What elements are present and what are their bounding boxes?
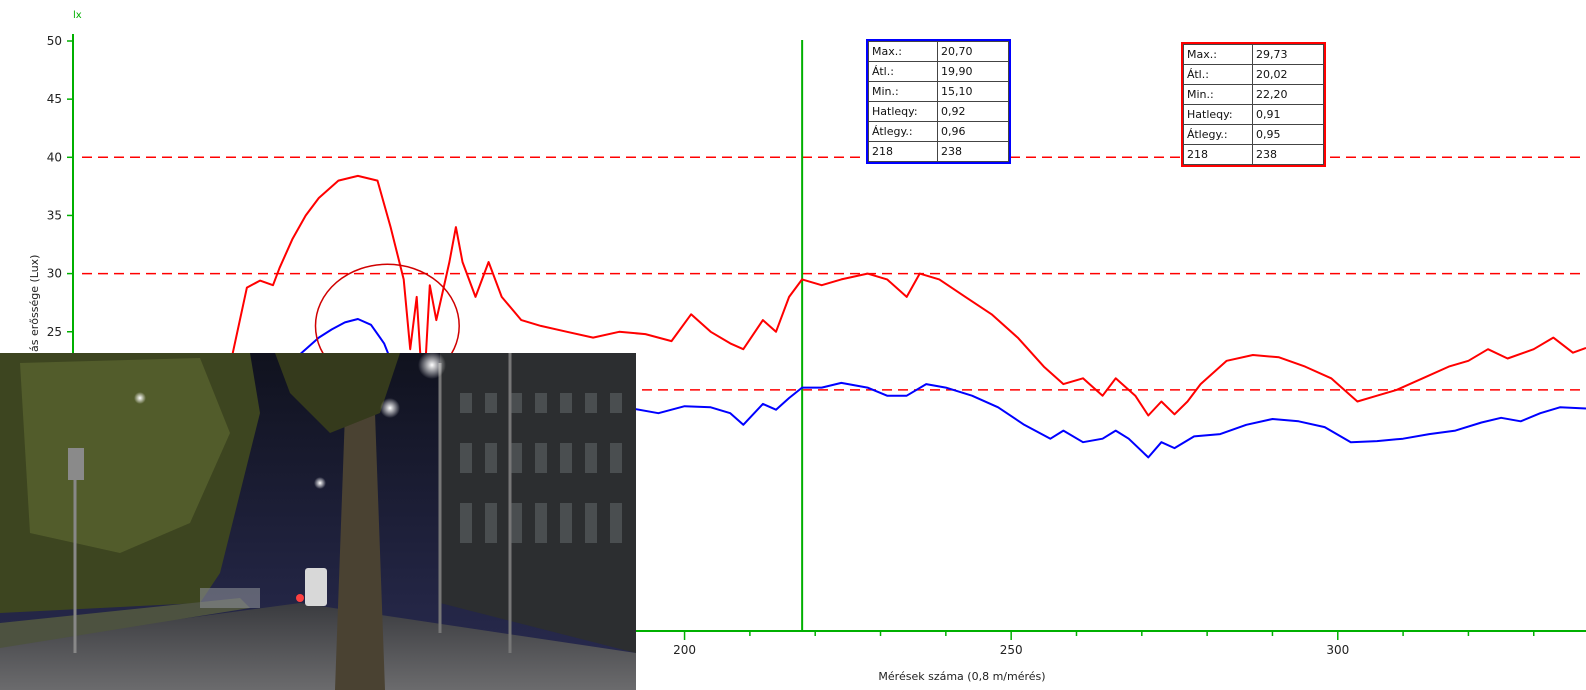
stats-row: Max.: 29,73	[1183, 44, 1324, 65]
photo-vehicle	[305, 568, 327, 606]
stats-value: 238	[937, 141, 1009, 162]
stats-row: Átlegy.: 0,96	[868, 121, 1009, 142]
y-tick-label: 50	[47, 34, 62, 48]
photo-sign	[68, 448, 84, 480]
stats-row: Hatleqy: 0,92	[868, 101, 1009, 122]
stats-key: Átl.:	[868, 61, 938, 82]
stats-key: Átlegy.:	[868, 121, 938, 142]
stats-row: Átl.: 19,90	[868, 61, 1009, 82]
street-photo	[0, 353, 636, 690]
stats-value: 19,90	[937, 61, 1009, 82]
photo-road	[0, 603, 636, 690]
stats-row: Max.: 20,70	[868, 41, 1009, 62]
stats-key: 218	[868, 141, 938, 162]
stats-key: Átl.:	[1183, 64, 1253, 85]
stats-value: 20,02	[1252, 64, 1324, 85]
stats-key: Hatleqy:	[868, 101, 938, 122]
stats-key: Hatleqy:	[1183, 104, 1253, 125]
stats-value: 29,73	[1252, 44, 1324, 65]
photo-building-windows	[460, 393, 622, 543]
stats-key: Átlegy.:	[1183, 124, 1253, 145]
stats-table-red: Max.: 29,73 Átl.: 20,02 Min.: 22,20 Hatleqy: 0,…	[1183, 44, 1324, 165]
y-tick-label: 40	[47, 150, 62, 164]
stats-row: Min.: 15,10	[868, 81, 1009, 102]
stats-value: 238	[1252, 144, 1324, 165]
stats-value: 15,10	[937, 81, 1009, 102]
photo-streetlight-4	[314, 477, 326, 489]
stats-value: 0,96	[937, 121, 1009, 142]
stats-row: Hatleqy: 0,91	[1183, 104, 1324, 125]
stats-row: Min.: 22,20	[1183, 84, 1324, 105]
x-axis-title: Mérések száma (0,8 m/mérés)	[878, 670, 1045, 683]
series-line-blue	[63, 318, 1586, 459]
stats-value: 22,20	[1252, 84, 1324, 105]
series-layer	[63, 174, 1586, 459]
stats-value: 20,70	[937, 41, 1009, 62]
stats-key: 218	[1183, 144, 1253, 165]
y-tick-label: 45	[47, 92, 62, 106]
photo-sidewalk	[0, 598, 250, 648]
photo-tree-trunk	[335, 413, 385, 690]
y-axis-unit-label: lx	[73, 10, 82, 21]
stats-key: Min.:	[1183, 84, 1253, 105]
y-tick-label: 35	[47, 208, 62, 222]
stats-row: 218 238	[1183, 144, 1324, 165]
stats-row: Átlegy.: 0,95	[1183, 124, 1324, 145]
stats-key: Max.:	[1183, 44, 1253, 65]
x-tick-label: 200	[673, 643, 696, 657]
stats-box-blue: Max.: 20,70 Átl.: 19,90 Min.: 15,10 Hatleqy: 0,…	[866, 39, 1011, 164]
photo-streetlight-3	[134, 392, 146, 404]
reference-lines	[82, 156, 1586, 391]
photo-taillight	[296, 594, 304, 602]
stats-value: 0,92	[937, 101, 1009, 122]
y-tick-label: 25	[47, 325, 62, 339]
stats-key: Min.:	[868, 81, 938, 102]
stats-box-red: Max.: 29,73 Átl.: 20,02 Min.: 22,20 Hatleqy: 0,…	[1181, 42, 1326, 167]
stats-key: Max.:	[868, 41, 938, 62]
y-tick-label: 30	[47, 267, 62, 281]
x-tick-label: 250	[1000, 643, 1023, 657]
stats-table-blue: Max.: 20,70 Átl.: 19,90 Min.: 15,10 Hatleqy: 0,…	[868, 41, 1009, 162]
y-axis-title: ás erőssége (Lux)	[28, 255, 41, 352]
stats-row: 218 238	[868, 141, 1009, 162]
photo-streetlight-2	[380, 398, 400, 418]
photo-tree-canopy	[275, 353, 400, 433]
photo-car-blur	[200, 588, 260, 608]
stats-value: 0,91	[1252, 104, 1324, 125]
stats-value: 0,95	[1252, 124, 1324, 145]
series-line-red	[63, 174, 1586, 424]
axes	[72, 34, 1586, 632]
photo-trees-highlight	[20, 358, 230, 553]
photo-streetlight-1	[418, 353, 446, 379]
x-tick-label: 300	[1326, 643, 1349, 657]
stats-row: Átl.: 20,02	[1183, 64, 1324, 85]
